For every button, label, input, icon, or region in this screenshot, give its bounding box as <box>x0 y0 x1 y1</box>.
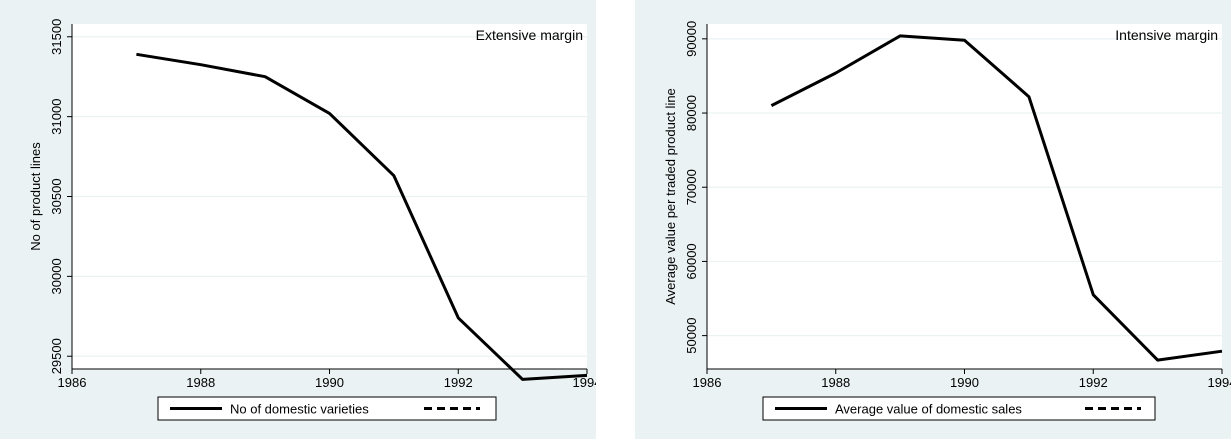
x-tick-label: 1986 <box>58 375 87 390</box>
series-line-solid <box>770 34 1223 362</box>
legend-label-solid: Average value of domestic sales <box>835 402 1022 417</box>
legend-box <box>762 396 1156 421</box>
x-tick-label: 1994 <box>1208 375 1231 390</box>
x-tick-label: 1994 <box>573 375 596 390</box>
chart-panel-extensive: 29500 30000 30500 31000 31500 1986 1988 1990 199… <box>0 0 596 439</box>
chart-annotation: Extensive margin <box>476 27 583 43</box>
x-tick-label: 1988 <box>821 375 850 390</box>
y-tick-label: 50000 <box>684 318 699 354</box>
y-tick-label: 90000 <box>684 21 699 57</box>
chart-panel-intensive: 50000 60000 70000 80000 90000 1986 1988 1990 199… <box>635 0 1231 439</box>
y-axis-title: No of product lines <box>28 142 43 251</box>
x-tick-label: 1990 <box>950 375 979 390</box>
chart-annotation: Intensive margin <box>1115 27 1218 43</box>
y-tick-label: 30000 <box>49 258 64 294</box>
y-tick-label: 70000 <box>684 169 699 205</box>
y-tick-label: 29500 <box>49 338 64 374</box>
y-tick-label: 31500 <box>49 19 64 55</box>
x-tick-label: 1988 <box>186 375 215 390</box>
chart-extensive-margin: 29500 30000 30500 31000 31500 1986 1988 1990 199… <box>0 0 596 439</box>
y-tick-label: 30500 <box>49 178 64 214</box>
x-tick-label: 1990 <box>315 375 344 390</box>
plot-area <box>707 24 1222 369</box>
x-tick-label: 1992 <box>444 375 473 390</box>
series-line-solid <box>136 52 588 381</box>
x-tick-label: 1986 <box>693 375 722 390</box>
x-tick-label: 1992 <box>1079 375 1108 390</box>
legend-box <box>157 396 497 421</box>
chart-intensive-margin: 50000 60000 70000 80000 90000 1986 1988 1990 199… <box>635 0 1231 439</box>
y-axis-title: Average value per traded product line <box>663 88 678 305</box>
y-tick-label: 31000 <box>49 99 64 135</box>
y-tick-label: 80000 <box>684 95 699 131</box>
y-tick-label: 60000 <box>684 243 699 279</box>
legend-label-solid: No of domestic varieties <box>230 402 369 417</box>
